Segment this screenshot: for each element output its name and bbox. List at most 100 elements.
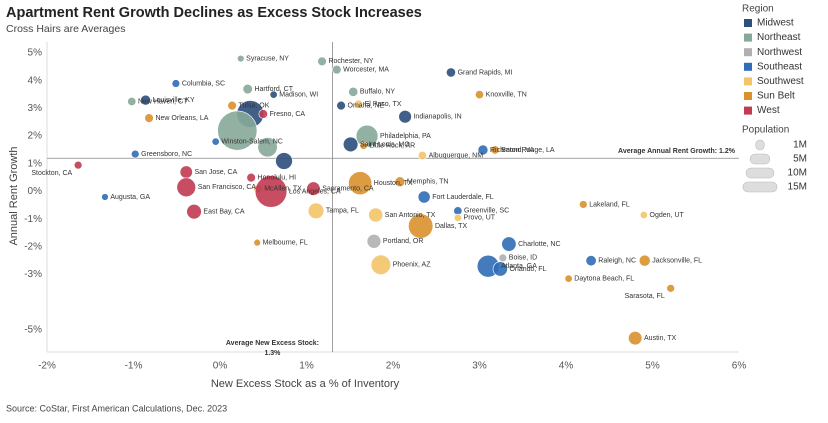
- bubble: [417, 190, 431, 204]
- x-tick-label: 0%: [213, 361, 228, 372]
- bubble: [492, 261, 508, 277]
- size-legend-title: Population: [742, 125, 789, 136]
- legend-label: West: [757, 105, 780, 116]
- legend-swatch: [744, 62, 752, 71]
- legend-label: Southwest: [757, 76, 804, 87]
- x-tick-label: 2%: [386, 361, 401, 372]
- legend-label: Northwest: [757, 47, 802, 58]
- legend-swatch: [744, 92, 752, 100]
- chart-title: Apartment Rent Growth Declines as Excess…: [6, 5, 422, 21]
- size-legend-label: 1M: [793, 140, 807, 151]
- point-label: Omaha, NE: [348, 103, 385, 110]
- bubble: [585, 255, 597, 267]
- point-label: Louisville, KY: [153, 97, 195, 104]
- bubble: [498, 253, 508, 263]
- point-label: Little Rock, AR: [369, 143, 415, 150]
- bubble: [275, 152, 293, 170]
- point-label: Madison, WI: [279, 91, 318, 98]
- point-label: Philadelphia, PA: [380, 133, 431, 140]
- point-label: Orlando, FL: [509, 266, 546, 273]
- y-tick-label: -3%: [24, 269, 42, 280]
- legend-swatch: [744, 77, 752, 86]
- y-tick-label: 3%: [28, 103, 43, 114]
- point-label: Austin, TX: [644, 335, 676, 342]
- bubble: [254, 175, 288, 208]
- point-label: Knoxville, TN: [486, 91, 527, 98]
- bubble: [253, 238, 261, 247]
- x-tick-label: 1%: [299, 361, 314, 372]
- bubble: [258, 109, 268, 119]
- bubble: [475, 90, 484, 100]
- size-legend-mark: [749, 153, 771, 165]
- bubble: [370, 254, 392, 275]
- point-label: Honolulu, HI: [258, 174, 297, 181]
- bubble: [307, 202, 325, 220]
- bubble: [336, 100, 346, 111]
- point-label: McAllen, TX: [264, 186, 302, 193]
- point-label: Indianapolis, IN: [413, 114, 461, 121]
- bubble: [101, 193, 109, 201]
- bubble: [398, 110, 412, 124]
- x-tick-label: 5%: [645, 361, 660, 372]
- point-label: Grand Rapids, MI: [458, 69, 513, 76]
- legend-swatch: [744, 19, 752, 27]
- x-tick-label: 4%: [559, 361, 574, 372]
- bubble: [130, 149, 140, 159]
- point-label: Atlanta, GA: [501, 263, 537, 270]
- y-tick-label: -5%: [24, 324, 42, 335]
- point-label: Lakeland, FL: [589, 201, 630, 208]
- point-label: Melbourne, FL: [263, 240, 308, 247]
- size-legend-label: 15M: [788, 182, 807, 193]
- bubble: [366, 234, 382, 249]
- source-note: Source: CoStar, First American Calculati…: [6, 403, 227, 413]
- bubble: [666, 284, 675, 293]
- bubble: [348, 86, 359, 97]
- bubble: [211, 137, 220, 146]
- y-tick-label: 4%: [28, 75, 43, 86]
- y-tick-label: -1%: [24, 214, 42, 225]
- legend-label: Southeast: [757, 61, 802, 72]
- x-tick-label: 6%: [732, 361, 747, 372]
- bubble: [477, 144, 489, 156]
- crosshair-label: 1.3%: [264, 350, 281, 357]
- bubble: [564, 274, 573, 283]
- point-label: Daytona Beach, FL: [574, 275, 634, 282]
- bubble: [242, 83, 253, 95]
- point-label: East Bay, CA: [203, 209, 244, 216]
- point-label: Richmond, VA: [490, 147, 535, 154]
- point-label: Sarasota, FL: [625, 293, 665, 300]
- point-label: Albuquerque, NM: [429, 152, 484, 159]
- bubble: [342, 136, 359, 153]
- point-label: Augusta, GA: [110, 194, 150, 201]
- point-label: Buffalo, NY: [360, 89, 396, 96]
- point-label: Provo, UT: [464, 215, 496, 222]
- point-label: Los Angeles, CA: [289, 188, 341, 195]
- point-label: Memphis, TN: [407, 179, 449, 186]
- bubble: [237, 54, 245, 63]
- point-label: Greenville, SC: [464, 208, 509, 215]
- bubble: [417, 151, 427, 160]
- point-label: Dallas, TX: [435, 223, 467, 230]
- crosshair-label: Average New Excess Stock:: [226, 340, 319, 347]
- bubble: [368, 207, 384, 223]
- point-label: Tulsa, OK: [239, 103, 270, 110]
- x-tick-label: 3%: [472, 361, 487, 372]
- point-label: San Antonio, TX: [385, 212, 436, 219]
- point-label: Rochester, NY: [328, 58, 373, 65]
- size-legend-mark: [745, 167, 775, 179]
- y-tick-label: 2%: [28, 131, 43, 142]
- bubble: [306, 181, 321, 196]
- point-label: Portland, OR: [383, 238, 423, 245]
- point-label: Boise, ID: [509, 255, 537, 262]
- bubble: [257, 137, 278, 158]
- bubble: [332, 64, 342, 75]
- bubble: [186, 204, 202, 220]
- point-label: Jacksonville, FL: [652, 258, 702, 265]
- x-tick-label: -1%: [125, 361, 143, 372]
- point-label: Raleigh, NC: [598, 258, 636, 265]
- bubble: [628, 331, 643, 346]
- x-tick-label: -2%: [38, 361, 56, 372]
- point-label: Houston, TX: [374, 180, 413, 187]
- size-legend-mark: [755, 139, 765, 151]
- bubble: [269, 90, 278, 99]
